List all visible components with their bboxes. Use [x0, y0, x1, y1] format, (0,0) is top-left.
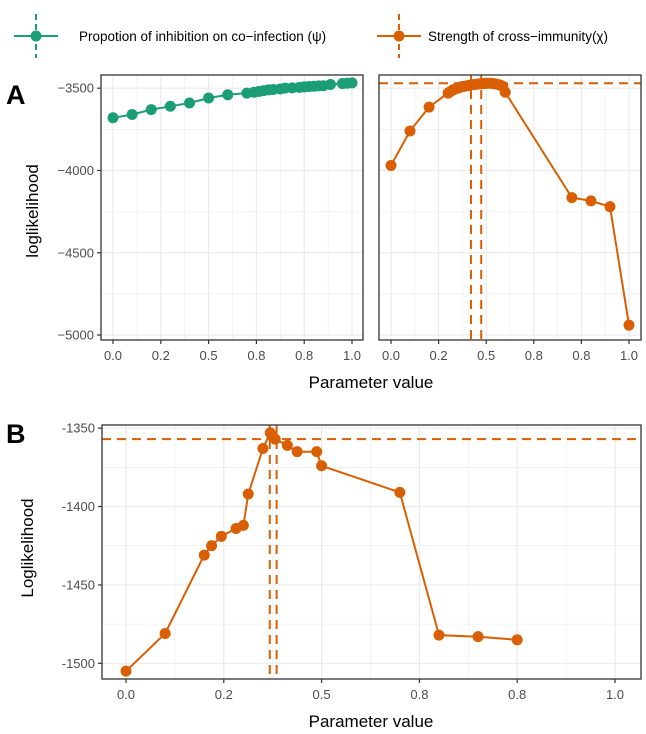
panel-b-point: [291, 446, 303, 458]
panel-a-left-xtick-label: 0.8: [247, 348, 265, 363]
panel-b-point: [269, 433, 281, 445]
panel-b-point: [159, 628, 171, 640]
panel-label-a: A: [6, 80, 26, 110]
legend-key-chi-marker: [393, 30, 405, 42]
panel-b-point: [206, 540, 218, 552]
panel-a-right-point: [585, 195, 597, 207]
panel-b-xlabel: Parameter value: [309, 712, 434, 731]
panel-a-right-point: [423, 101, 435, 113]
panel-label-b: B: [6, 419, 26, 449]
panel-a-left-xtick-label: 0.8: [295, 348, 313, 363]
panel-a-right-point: [404, 125, 416, 137]
panel-a-left-xtick-label: 0.2: [152, 348, 170, 363]
panel-a-left-point: [107, 112, 119, 124]
panel-a-right-panel-border: [378, 74, 642, 341]
panel-a-right-point: [623, 319, 635, 331]
panel-a-left-xtick-label: 1.0: [343, 348, 361, 363]
panel-a-left-point: [164, 100, 176, 112]
panel-b-point: [394, 486, 406, 498]
panel-b-point: [511, 634, 523, 646]
panel-a-left-point: [346, 77, 358, 89]
legend-key-chi: [377, 14, 421, 58]
panel-a-left-ytick-label: −3500: [57, 81, 94, 96]
panel-a-left-point: [324, 79, 336, 91]
panel-a-right-xtick-label: 0.8: [572, 348, 590, 363]
panel-a-left-point: [145, 104, 157, 116]
panel-a-right-point: [604, 201, 616, 213]
panel-b-ytick-label: -1500: [62, 656, 95, 671]
panel-b-ylabel: Loglikelihood: [18, 498, 37, 597]
panel-b-point: [281, 439, 293, 451]
panel-a-right-xtick-label: 1.0: [620, 348, 638, 363]
panel-a-left-point: [222, 89, 234, 101]
panel-b-point: [198, 549, 210, 561]
panel-b-point: [472, 631, 484, 643]
panel-a-left-ytick-label: −5000: [57, 328, 94, 343]
legend: Propotion of inhibition on co−infection …: [14, 14, 608, 58]
panel-a-ylabel: loglikelihood: [23, 164, 42, 258]
panel-a-left-point: [203, 92, 215, 104]
panel-b-point: [257, 443, 269, 455]
panel-a-right-xtick-label: 0.0: [382, 348, 400, 363]
panel-b-point: [311, 446, 323, 458]
panel-b-xtick-label: 1.0: [606, 687, 624, 702]
panel-b-ytick-label: -1450: [62, 577, 95, 592]
panel-a-left-point: [126, 109, 138, 121]
panel-b-xtick-label: 0.5: [313, 687, 331, 702]
panel-b-point: [242, 488, 254, 500]
panel-a-left-panel-border: [100, 74, 364, 341]
panel-b-point: [215, 530, 227, 542]
panel-a-right-xtick-label: 0.8: [525, 348, 543, 363]
panel-a-right-point: [499, 86, 511, 98]
legend-key-psi: [14, 14, 58, 58]
panel-a-right-xtick-label: 0.2: [430, 348, 448, 363]
panel-b-xtick-label: 0.2: [215, 687, 233, 702]
panel-a-left-ytick-label: −4500: [57, 245, 94, 260]
panel-b-ytick-label: -1350: [62, 421, 95, 436]
panel-a-right-point: [566, 192, 578, 204]
legend-label-psi: Propotion of inhibition on co−infection …: [79, 29, 326, 44]
panel-b-xtick-label: 0.8: [410, 687, 428, 702]
panel-a-left-xtick-label: 0.5: [200, 348, 218, 363]
panel-a-left-ytick-label: −4000: [57, 163, 94, 178]
panel-a-left-point: [183, 97, 195, 109]
panel-b-point: [237, 519, 249, 531]
panel-a-right-point: [385, 160, 397, 172]
panel-a-left-plot: −5000 −4500 −4000 −3500 0.0 0.2 0.5 0.8 0.8 1.0: [57, 74, 364, 363]
panel-b-plot: -1500 -1450 -1400 -1350 0.0 0.2 0.5 0.8 0.8 1.0: [62, 421, 642, 702]
panel-b-point: [120, 665, 132, 677]
panel-a-right-xtick-label: 0.5: [477, 348, 495, 363]
panel-b-xtick-label: 0.8: [508, 687, 526, 702]
panel-b-panel-border: [101, 424, 642, 680]
legend-label-chi: Strength of cross−immunity(χ): [428, 29, 608, 44]
panel-b-point: [433, 629, 445, 641]
legend-key-psi-marker: [30, 30, 42, 42]
panel-b-point: [316, 460, 328, 472]
panel-b-ytick-label: -1400: [62, 499, 95, 514]
panel-a-left-xtick-label: 0.0: [104, 348, 122, 363]
panel-a-xlabel: Parameter value: [309, 373, 434, 392]
panel-a-right-plot: 0.0 0.2 0.5 0.8 0.8 1.0: [378, 74, 642, 363]
panel-b-xtick-label: 0.0: [117, 687, 135, 702]
